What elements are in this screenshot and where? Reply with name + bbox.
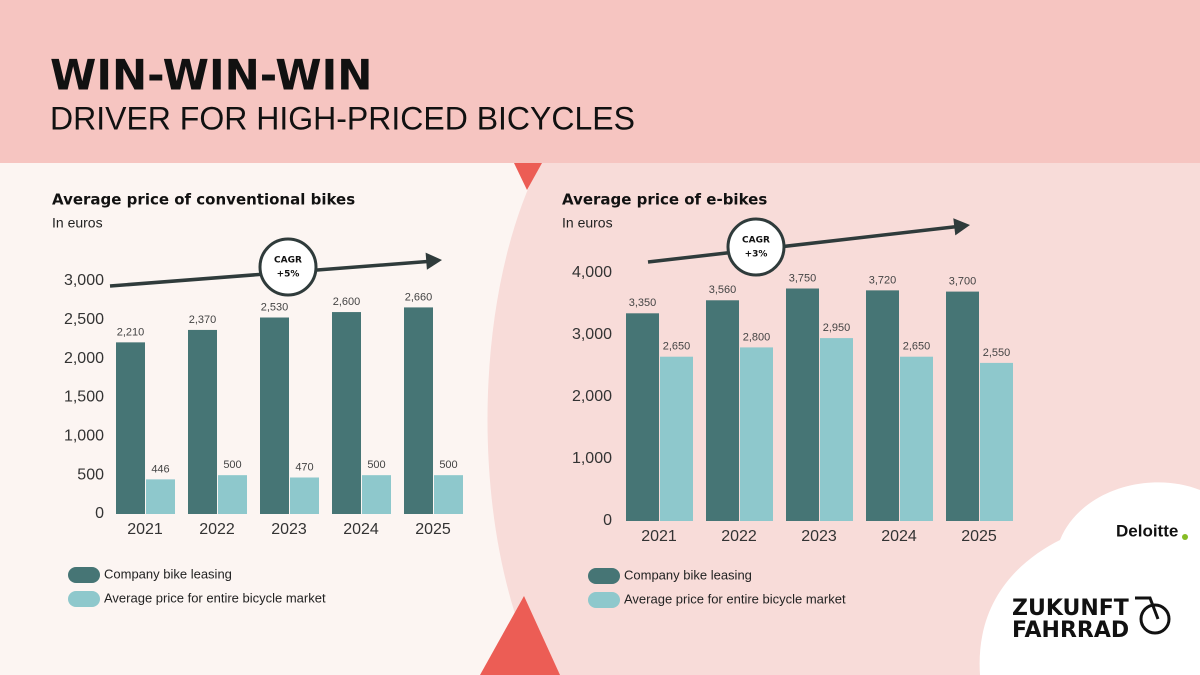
bar <box>146 479 175 514</box>
cagr-value: +3% <box>745 250 768 260</box>
legend-label: Average price for entire bicycle market <box>104 590 326 605</box>
y-tick-label: 1,500 <box>64 389 104 406</box>
y-tick-label: 3,000 <box>572 326 612 343</box>
value-label: 470 <box>295 461 313 473</box>
brand-dot <box>1182 534 1188 540</box>
trend-arrow-head <box>425 252 442 270</box>
x-tick-label: 2025 <box>961 528 997 545</box>
x-tick-label: 2025 <box>415 521 451 538</box>
value-label: 2,530 <box>261 301 289 313</box>
value-label: 2,210 <box>117 326 145 338</box>
value-label: 2,650 <box>903 341 931 353</box>
bar <box>116 342 145 514</box>
bar <box>362 475 391 514</box>
bar <box>188 329 217 514</box>
x-tick-label: 2023 <box>801 528 837 545</box>
y-tick-label: 0 <box>603 512 612 529</box>
value-label: 2,950 <box>823 322 851 334</box>
bar <box>434 475 463 514</box>
cagr-bubble <box>726 217 786 277</box>
y-tick-label: 4,000 <box>572 264 612 281</box>
legend-label: Company bike leasing <box>624 567 752 582</box>
cagr-label: CAGR <box>742 236 770 246</box>
bar <box>626 313 659 521</box>
value-label: 3,350 <box>629 297 657 309</box>
x-tick-label: 2023 <box>271 521 307 538</box>
logo-text: FAHRRAD <box>1012 618 1129 643</box>
y-tick-label: 1,000 <box>64 428 104 445</box>
bar <box>900 356 933 521</box>
legend-label: Company bike leasing <box>104 566 232 581</box>
trend-arrow <box>647 224 963 264</box>
value-label: 2,550 <box>983 347 1011 359</box>
value-label: 500 <box>223 459 241 471</box>
chart-title: Average price of conventional bikes <box>52 191 355 209</box>
logo-icon <box>1135 596 1171 635</box>
value-label: 3,560 <box>709 284 737 296</box>
value-label: 2,800 <box>743 331 771 343</box>
bar <box>290 477 319 514</box>
cagr-bubble <box>258 237 318 297</box>
value-label: 3,720 <box>869 274 897 286</box>
value-label: 2,600 <box>333 296 361 308</box>
legend-swatch <box>588 568 620 584</box>
y-tick-label: 500 <box>77 466 104 483</box>
y-tick-label: 1,000 <box>572 450 612 467</box>
bar <box>332 312 361 514</box>
page-title: WIN-WIN-WIN <box>50 51 372 100</box>
page-subtitle: DRIVER FOR HIGH-PRICED BICYCLES <box>50 100 635 136</box>
x-tick-label: 2021 <box>127 521 163 538</box>
brand-name: Deloitte <box>1116 521 1178 540</box>
legend-swatch <box>68 591 100 607</box>
value-label: 2,660 <box>405 291 433 303</box>
x-tick-label: 2022 <box>721 528 757 545</box>
bar <box>980 362 1013 521</box>
x-tick-label: 2024 <box>881 528 917 545</box>
cagr-label: CAGR <box>274 256 302 266</box>
bar <box>260 317 289 514</box>
value-label: 500 <box>367 459 385 471</box>
trend-arrow-head <box>953 218 970 236</box>
x-tick-label: 2022 <box>199 521 235 538</box>
bar <box>218 475 247 514</box>
chart-title: Average price of e-bikes <box>562 191 767 209</box>
bar <box>820 338 853 521</box>
bar <box>660 356 693 521</box>
bar <box>404 307 433 514</box>
bar <box>866 290 899 521</box>
bar <box>706 300 739 521</box>
deco-triangle <box>514 163 542 190</box>
logo-text: ZUKUNFT <box>1012 596 1129 621</box>
chart-subtitle: In euros <box>52 215 103 231</box>
legend-swatch <box>588 592 620 608</box>
bar <box>740 347 773 521</box>
bar <box>786 288 819 521</box>
value-label: 500 <box>439 459 457 471</box>
deco-triangle <box>480 596 560 675</box>
y-tick-label: 2,500 <box>64 311 104 328</box>
chart-subtitle: In euros <box>562 215 613 231</box>
x-tick-label: 2021 <box>641 528 677 545</box>
value-label: 2,370 <box>189 314 217 326</box>
legend-label: Average price for entire bicycle market <box>624 591 846 606</box>
x-tick-label: 2024 <box>343 521 379 538</box>
header-band <box>0 0 1200 163</box>
value-label: 3,750 <box>789 272 817 284</box>
value-label: 2,650 <box>663 341 691 353</box>
y-tick-label: 0 <box>95 505 104 522</box>
cagr-value: +5% <box>277 270 300 280</box>
y-tick-label: 3,000 <box>64 272 104 289</box>
y-tick-label: 2,000 <box>64 350 104 367</box>
bar <box>946 291 979 521</box>
value-label: 3,700 <box>949 276 977 288</box>
value-label: 446 <box>151 463 169 475</box>
y-tick-label: 2,000 <box>572 388 612 405</box>
legend-swatch <box>68 567 100 583</box>
